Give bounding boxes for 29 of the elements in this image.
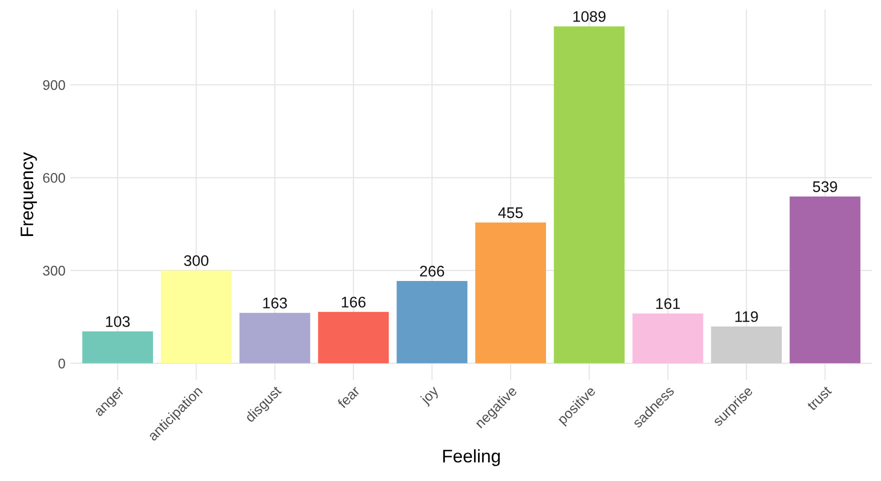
bar xyxy=(711,326,782,364)
data-label: 455 xyxy=(498,207,523,218)
data-label: 300 xyxy=(184,255,208,266)
bar xyxy=(790,196,860,364)
data-label: 266 xyxy=(420,266,444,277)
data-label: 1089 xyxy=(573,11,606,22)
x-tick-label: trust xyxy=(806,386,832,412)
bar xyxy=(475,222,546,364)
x-tick-label: joy xyxy=(419,384,442,407)
bar xyxy=(632,313,704,364)
data-label: 166 xyxy=(342,296,366,308)
bar xyxy=(318,312,389,364)
bar xyxy=(82,331,154,364)
data-label: 119 xyxy=(735,311,758,322)
x-tick-label: fear xyxy=(336,385,360,409)
y-tick-label: 0 xyxy=(58,358,66,368)
y-tick-label: 900 xyxy=(43,80,66,90)
bar xyxy=(554,26,625,364)
data-label: 539 xyxy=(812,181,838,192)
y-axis-title: Frequency xyxy=(20,152,37,236)
data-label: 161 xyxy=(656,298,680,310)
data-label: 163 xyxy=(263,298,287,308)
bar xyxy=(160,270,232,364)
y-tick-label: 600 xyxy=(43,172,66,183)
data-label: 103 xyxy=(106,316,130,328)
bar xyxy=(396,280,468,364)
bar xyxy=(239,312,310,364)
x-axis-title: Feeling xyxy=(443,449,500,466)
y-tick-label: 300 xyxy=(42,266,66,276)
